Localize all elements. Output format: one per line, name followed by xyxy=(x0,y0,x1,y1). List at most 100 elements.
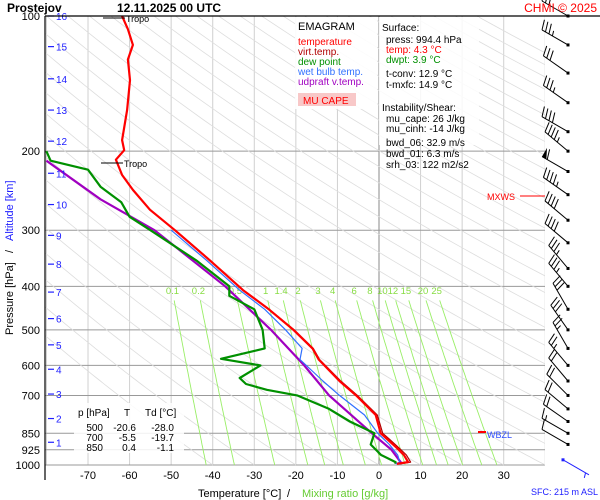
wind-barb-flag xyxy=(549,50,554,61)
table-cell: -28.0 xyxy=(151,423,174,434)
surface-tconv: t-conv: 12.9 °C xyxy=(386,69,452,80)
wind-barb-flag xyxy=(544,0,547,4)
mixing-ratio-line xyxy=(319,300,366,466)
wind-barb-shaft xyxy=(543,403,569,422)
legend-virt-temp: virt.temp. xyxy=(298,47,339,58)
mixing-ratio-label: 4 xyxy=(330,286,335,297)
wbzl-label: WBZL xyxy=(487,430,512,440)
mixing-ratio-line xyxy=(299,300,344,466)
mixing-ratio-line xyxy=(173,300,207,466)
wind-barb-half xyxy=(556,137,560,143)
profiles xyxy=(45,16,412,465)
table-cell: -5.5 xyxy=(119,433,137,444)
wind-barb-flag xyxy=(552,300,560,309)
wind-barb-flag xyxy=(552,174,558,185)
x-axis-label-2: Mixing ratio [g/kg] xyxy=(302,488,388,500)
x-tick-label: -10 xyxy=(329,470,345,482)
wind-barb-flag xyxy=(550,257,558,267)
wind-barb-flag xyxy=(544,191,550,202)
x-tick-label: -70 xyxy=(80,470,96,482)
wind-barb-flag xyxy=(541,419,545,430)
wind-barb-dot xyxy=(566,363,570,367)
wind-barb-flag xyxy=(549,171,554,183)
copyright: CHMI © 2025 xyxy=(524,1,597,15)
mixing-ratio-label: 10 xyxy=(377,286,388,297)
wind-barb-flag xyxy=(546,169,551,180)
wind-barb-flag xyxy=(550,239,558,249)
dry-adiabat xyxy=(45,112,545,444)
wind-barb-flag xyxy=(550,218,556,229)
y-axis-sep: / xyxy=(4,249,16,253)
bwd-06: bwd_06: 32.9 m/s xyxy=(386,138,465,149)
wind-barb-flag xyxy=(548,23,552,35)
station-title: Prostejov xyxy=(7,1,62,15)
surface-tmxfc: t-mxfc: 14.9 °C xyxy=(386,80,452,91)
wind-barb-dot xyxy=(566,130,570,134)
mixing-ratio-line xyxy=(267,300,309,466)
wind-barb-flag xyxy=(553,129,559,140)
y-tick-label: 300 xyxy=(22,225,40,237)
dry-adiabat xyxy=(239,16,545,199)
wind-barb-shaft xyxy=(550,304,569,331)
wind-barb-shaft xyxy=(541,429,569,445)
dry-adiabat xyxy=(175,16,545,245)
dry-adiabat xyxy=(45,252,338,466)
x-tick-label: -30 xyxy=(246,470,262,482)
wind-barb-flag xyxy=(554,317,563,327)
mixing-ratio-label: 1 xyxy=(263,286,268,297)
wind-barb-flag xyxy=(549,80,554,91)
surface-title: Surface: xyxy=(382,23,419,34)
wind-barb-shaft xyxy=(543,55,569,74)
km-tick-label: 6 xyxy=(56,315,62,326)
wind-barb-flag xyxy=(548,333,555,343)
wind-barb-flag xyxy=(550,352,558,362)
series-dew-point xyxy=(45,150,397,465)
y-tick-label: 850 xyxy=(22,428,40,440)
srh-03: srh_03: 122 m2/s2 xyxy=(386,160,469,171)
wind-barb-flag xyxy=(541,106,545,117)
dry-adiabat xyxy=(46,16,545,346)
wind-barb-flag xyxy=(548,254,555,264)
wind-barb-flag xyxy=(544,21,549,33)
wind-barb-flag xyxy=(546,396,551,407)
x-tick-label: -60 xyxy=(122,470,138,482)
mxws-label: MXWS xyxy=(487,192,515,202)
dry-adiabat xyxy=(132,16,545,277)
wind-barb-flag xyxy=(548,349,555,359)
wind-barb-flag xyxy=(544,379,550,390)
table-cell: 850 xyxy=(86,443,103,454)
wind-barb-flag xyxy=(556,282,565,291)
wind-barb-dot xyxy=(566,193,570,197)
wind-barb-half xyxy=(556,181,559,187)
wind-barb-flag xyxy=(541,19,545,31)
wind-barb-half xyxy=(553,343,558,349)
wind-barb-dot xyxy=(566,284,570,288)
dry-adiabat xyxy=(153,16,545,261)
wind-barb-half xyxy=(552,87,556,93)
wind-barb-shaft xyxy=(543,85,569,104)
bwd-01: bwd_01: 6.3 m/s xyxy=(386,149,459,160)
wind-barb-shaft xyxy=(544,389,569,410)
surface-temp: temp: 4.3 °C xyxy=(386,45,442,56)
wind-barb-dot xyxy=(566,431,570,435)
mixing-ratio-line xyxy=(356,300,406,466)
wind-barb-flag xyxy=(554,278,563,288)
tropo-label-2: Tropo xyxy=(124,159,147,169)
wind-barb-shaft xyxy=(543,177,569,196)
series-virt-temp xyxy=(174,229,412,465)
wind-barb-flag xyxy=(546,149,551,160)
dry-adiabats xyxy=(45,16,545,466)
y-tick-label: 100 xyxy=(22,11,40,23)
wind-barb-flag xyxy=(549,367,556,378)
sfc-label: SFC: 215 m ASL xyxy=(531,487,598,497)
y-tick-label: 1000 xyxy=(16,460,40,472)
km-tick-label: 11 xyxy=(56,169,67,180)
wind-barb-flag xyxy=(542,45,548,57)
wind-barb-shaft xyxy=(544,131,569,152)
legend-title: EMAGRAM xyxy=(298,21,355,33)
wind-barb-dot xyxy=(566,328,570,332)
mu-cape-badge xyxy=(298,93,356,106)
mixing-ratio-label: 15 xyxy=(401,286,412,297)
